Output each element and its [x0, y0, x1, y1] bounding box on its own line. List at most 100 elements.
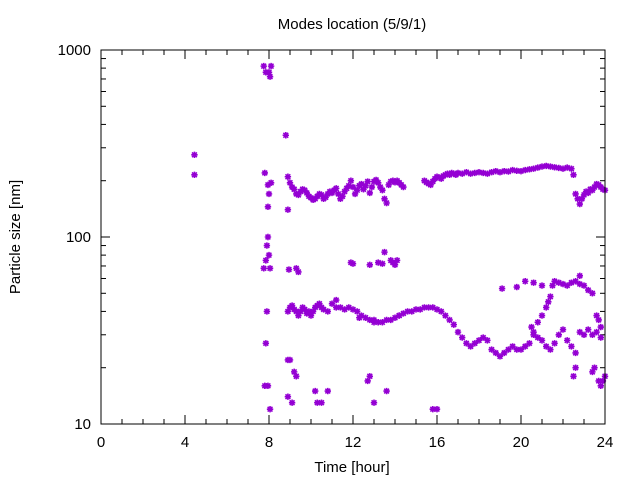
data-point — [379, 319, 386, 326]
data-point — [341, 306, 348, 313]
data-point — [572, 278, 579, 285]
data-point — [372, 176, 380, 184]
y-tick-label: 10 — [74, 416, 91, 433]
data-point — [589, 186, 596, 194]
data-point — [576, 280, 583, 288]
data-point — [368, 183, 376, 191]
data-point — [564, 282, 571, 289]
data-point — [400, 183, 407, 191]
data-point — [366, 316, 373, 324]
data-point — [576, 328, 583, 336]
data-point — [297, 308, 304, 315]
data-point — [427, 181, 434, 189]
data-point — [522, 343, 529, 350]
data-point — [286, 356, 294, 364]
data-point — [345, 182, 352, 189]
chart-title: Modes location (5/9/1) — [278, 16, 426, 33]
data-point — [391, 314, 399, 321]
data-point — [555, 279, 562, 286]
data-point — [375, 319, 382, 326]
data-point — [264, 382, 272, 390]
data-point — [593, 312, 600, 319]
data-point — [293, 265, 300, 272]
data-point — [555, 164, 562, 172]
x-tick-label: 16 — [429, 434, 446, 451]
data-point — [356, 314, 363, 321]
data-point — [454, 169, 462, 177]
data-point — [347, 177, 355, 184]
data-point — [578, 195, 586, 203]
data-point — [366, 189, 373, 197]
data-point — [318, 191, 325, 199]
data-point — [568, 279, 575, 286]
x-tick-label: 8 — [265, 434, 273, 451]
data-point — [538, 163, 546, 170]
data-point — [559, 165, 567, 172]
data-point — [360, 186, 367, 193]
data-point — [387, 178, 394, 185]
data-point — [484, 170, 491, 177]
data-point — [370, 399, 378, 406]
data-point — [551, 340, 558, 347]
data-point — [328, 189, 336, 197]
data-point — [517, 167, 525, 175]
data-point — [282, 132, 289, 139]
data-point — [564, 164, 571, 171]
data-point — [551, 164, 558, 171]
data-point — [570, 373, 577, 380]
data-point — [538, 282, 546, 289]
data-point — [383, 316, 390, 324]
data-point — [396, 312, 403, 319]
data-point — [191, 151, 198, 159]
data-point — [589, 331, 596, 338]
data-point — [333, 185, 340, 192]
data-point — [262, 257, 270, 264]
data-point — [517, 346, 525, 353]
data-point — [543, 162, 550, 170]
data-point — [480, 169, 487, 177]
data-point — [288, 399, 296, 406]
data-point — [377, 183, 384, 191]
data-point — [526, 340, 533, 347]
data-point — [337, 304, 344, 311]
data-point — [463, 169, 470, 176]
data-point — [572, 190, 579, 198]
x-tick-label: 20 — [513, 434, 530, 451]
data-point — [559, 326, 567, 333]
data-point — [589, 368, 596, 376]
data-point — [545, 298, 552, 306]
data-point — [595, 316, 602, 324]
y-axis-label: Particle size [nm] — [7, 180, 24, 294]
data-point — [312, 387, 319, 395]
data-point — [285, 266, 293, 273]
data-point — [589, 290, 596, 297]
x-axis-label: Time [hour] — [314, 459, 389, 476]
data-point — [538, 337, 546, 344]
data-point — [362, 314, 369, 321]
data-point — [301, 306, 308, 313]
data-point — [375, 179, 382, 186]
data-point — [291, 186, 298, 193]
data-point — [555, 331, 562, 338]
data-point — [412, 306, 420, 313]
data-point — [599, 377, 607, 385]
data-point — [318, 399, 325, 406]
data-point — [585, 286, 592, 294]
data-point — [467, 170, 474, 177]
x-tick-label: 0 — [97, 434, 105, 451]
data-point — [364, 377, 371, 385]
data-point — [333, 304, 340, 311]
data-point — [597, 382, 604, 390]
data-point — [288, 302, 296, 309]
data-point — [264, 203, 272, 211]
data-point — [284, 308, 292, 315]
data-point — [597, 323, 604, 331]
data-point — [381, 248, 388, 256]
data-point — [260, 265, 267, 272]
data-point — [305, 308, 313, 315]
data-point — [549, 282, 556, 289]
data-point — [267, 62, 275, 70]
y-tick-label: 100 — [66, 229, 91, 246]
data-point — [284, 393, 292, 400]
data-point — [498, 285, 506, 292]
